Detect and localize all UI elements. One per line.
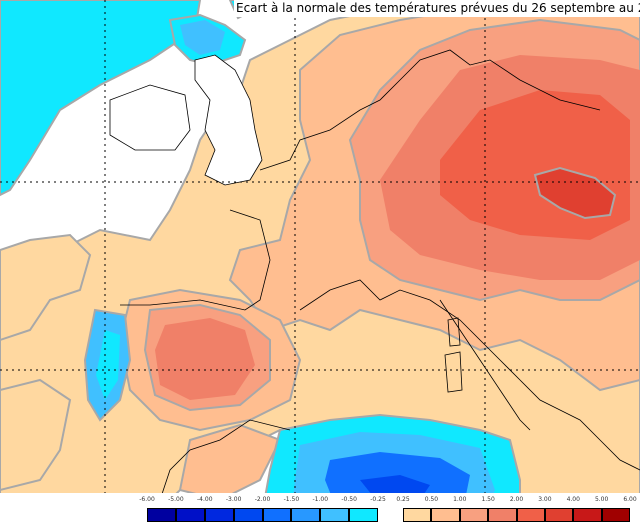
- legend-swatch: [320, 508, 350, 522]
- legend-swatch: [544, 508, 574, 522]
- legend-swatch: [516, 508, 545, 522]
- legend-tick-label: 0.50: [424, 496, 439, 503]
- legend-swatch: [233, 508, 263, 522]
- legend-tick-label: 2.00: [509, 496, 524, 503]
- legend-swatch: [601, 508, 630, 522]
- legend-tick-label: -0.50: [341, 496, 357, 503]
- light-blue-scotland: [180, 20, 225, 55]
- land-britain: [194, 54, 263, 186]
- legend-tick-label: -1.00: [312, 496, 329, 503]
- legend-swatch: [262, 508, 292, 522]
- warm-zone-light-africa: [178, 423, 282, 502]
- legend-tick-label: 3.00: [538, 496, 552, 503]
- warm-zone-strong-iberia: [155, 318, 255, 400]
- legend-tick-label: -6.00: [139, 496, 155, 503]
- legend-swatch: [573, 508, 602, 522]
- map-title: Ecart à la normale des températures prév…: [234, 0, 640, 17]
- legend-tick-label: -4.00: [196, 496, 213, 503]
- coastline-italy: [439, 299, 531, 431]
- legend-tick-label: -2.00: [254, 496, 271, 503]
- legend-swatch: [175, 508, 205, 522]
- land-corsica: [447, 317, 461, 347]
- legend-swatch: [204, 508, 234, 522]
- legend-tick-label: 1.00: [453, 496, 467, 503]
- legend-tick-label: -5.00: [168, 496, 184, 503]
- legend-tick-label: 6.00: [623, 496, 637, 503]
- legend-swatch: [147, 508, 176, 522]
- legend-swatch: [459, 508, 489, 522]
- legend-swatch: [349, 508, 378, 522]
- legend-tick-label: -0.25: [370, 496, 386, 503]
- legend-tick-label: 4.00: [566, 496, 580, 503]
- legend-tick-label: 5.00: [594, 496, 609, 503]
- color-legend: -6.00 -5.00 -4.00 -3.00 -2.00 -1.50 -1.00 -0.50…: [0, 493, 640, 525]
- legend-tick-label: -3.00: [225, 496, 242, 503]
- legend-swatch: [291, 508, 321, 522]
- warm-zone-atlantic-west: [0, 233, 92, 342]
- legend-tick-label: 1.50: [481, 496, 495, 503]
- warm-zone-atlantic-south: [0, 378, 72, 492]
- legend-swatch: [488, 508, 517, 522]
- land-sardinia: [444, 351, 463, 393]
- cold-zone-portugal-inner: [96, 330, 120, 400]
- legend-swatch: [431, 508, 460, 522]
- legend-tick-label: 0.25: [396, 496, 410, 503]
- legend-swatch: [403, 508, 432, 522]
- graticule: [0, 0, 640, 493]
- coastline-continent: [120, 49, 640, 525]
- warm-zone-hotter: [533, 166, 617, 220]
- land-ireland: [109, 84, 191, 151]
- legend-tick-label: -1.50: [283, 496, 300, 503]
